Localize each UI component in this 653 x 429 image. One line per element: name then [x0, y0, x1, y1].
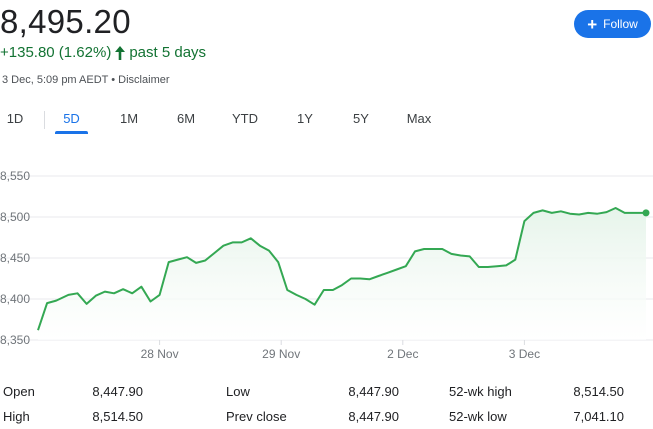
arrow-up-icon	[115, 46, 126, 60]
separator-dot: •	[111, 74, 116, 86]
price-chart[interactable]: 8,550 8,500 8,450 8,400 8,350 28 Nov 29 Nov 2 D…	[0, 150, 653, 365]
y-tick-label: 8,550	[0, 169, 30, 183]
tab-max[interactable]: Max	[406, 111, 432, 126]
x-tick-label: 3 Dec	[509, 347, 540, 361]
tab-divider	[44, 111, 45, 129]
y-tick-label: 8,350	[0, 333, 30, 347]
timestamp-line: 3 Dec, 5:09 pm AEDT • Disclaimer	[2, 73, 170, 87]
stat-value-52wk-low: 7,041.10	[573, 409, 624, 424]
stats-row: Open 8,447.90 Low 8,447.90 52-wk high 8,…	[0, 384, 653, 402]
y-tick-label: 8,500	[0, 210, 30, 224]
stat-label-52wk-low: 52-wk low	[449, 409, 507, 424]
follow-button[interactable]: + Follow	[574, 10, 651, 38]
plus-icon: +	[587, 14, 598, 34]
x-tick-label: 29 Nov	[262, 347, 300, 361]
change-amount: +135.80 (1.62%)	[0, 44, 112, 61]
follow-label: Follow	[603, 17, 638, 31]
price-line[interactable]	[37, 207, 646, 331]
tab-5d[interactable]: 5D	[55, 108, 88, 134]
stat-label-open: Open	[3, 384, 35, 399]
stat-value-low: 8,447.90	[348, 384, 399, 399]
stats-row: High 8,514.50 Prev close 8,447.90 52-wk …	[0, 409, 653, 427]
stat-label-low: Low	[226, 384, 250, 399]
x-tick-label: 28 Nov	[141, 347, 179, 361]
stat-label-prev-close: Prev close	[226, 409, 287, 424]
tab-1y[interactable]: 1Y	[297, 111, 313, 126]
y-tick-label: 8,450	[0, 251, 30, 265]
stat-value-open: 8,447.90	[92, 384, 143, 399]
stat-value-52wk-high: 8,514.50	[573, 384, 624, 399]
stat-label-52wk-high: 52-wk high	[449, 384, 512, 399]
price-value: 8,495.20	[0, 3, 131, 40]
tab-1d[interactable]: 1D	[6, 111, 24, 126]
last-price-dot	[642, 209, 650, 217]
y-tick-label: 8,400	[0, 292, 30, 306]
tab-5y[interactable]: 5Y	[353, 111, 369, 126]
timestamp: 3 Dec, 5:09 pm AEDT	[2, 74, 109, 86]
stat-value-high: 8,514.50	[92, 409, 143, 424]
stat-value-prev-close: 8,447.90	[348, 409, 399, 424]
tab-1m[interactable]: 1M	[119, 111, 139, 126]
range-tabs: 1D 5D 1M 6M YTD 1Y 5Y Max	[0, 108, 653, 134]
tab-6m[interactable]: 6M	[176, 111, 196, 126]
disclaimer-link[interactable]: Disclaimer	[118, 74, 170, 86]
price-area-fill	[38, 208, 646, 340]
tab-ytd[interactable]: YTD	[232, 111, 258, 126]
stat-label-high: High	[3, 409, 30, 424]
x-tick-label: 2 Dec	[387, 347, 418, 361]
price-change: +135.80 (1.62%) past 5 days	[0, 44, 206, 62]
change-period: past 5 days	[129, 44, 207, 61]
